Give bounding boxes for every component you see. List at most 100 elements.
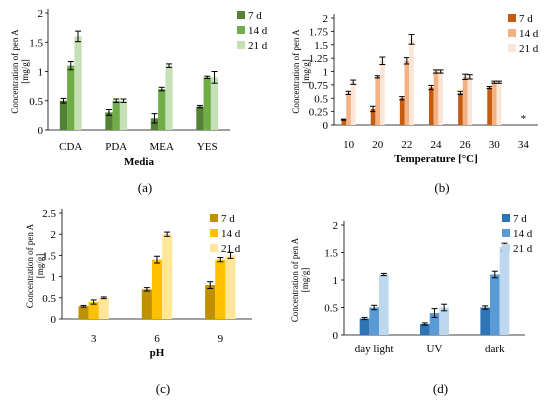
- bar-9-14d: [215, 259, 226, 319]
- chart-panel-4: 0 0.5 1 1.5 2 day light UV dark Concentration of…: [290, 213, 533, 396]
- bar-UV-21d: [439, 307, 449, 335]
- bar-24-7d: [429, 87, 434, 125]
- y-tick-label: 0.5: [29, 96, 43, 108]
- bar-30-14d: [491, 82, 497, 125]
- x-axis-title: pH: [150, 347, 165, 359]
- y-tick-label: 2: [51, 229, 57, 241]
- panel-label: (c): [156, 381, 170, 396]
- bar-MEA-14d: [158, 89, 166, 130]
- legend-label: 7 d: [513, 213, 527, 225]
- bar-YES-7d: [196, 106, 204, 130]
- y-tick-label: 0.75: [309, 80, 329, 92]
- bar-24-21d: [438, 71, 443, 125]
- legend-swatch: [502, 229, 510, 237]
- bar-26-7d: [458, 92, 463, 125]
- bar-UV-14d: [429, 313, 440, 335]
- bar-YES-14d: [203, 77, 211, 130]
- chart-panel-3: 0 0.5 1 1.5 2 2.5 3 6 9 pH Concentration of pen A[…: [25, 208, 252, 396]
- legend-swatch: [502, 214, 510, 222]
- chart-panel-1: 0 0.5 1 1.5 2 CDA PDA MEA YES Media Concentration …: [10, 8, 268, 195]
- bar-dark-7d: [480, 307, 491, 335]
- x-tick-label: 22: [401, 139, 412, 151]
- y-tick-label: 1.5: [324, 248, 338, 260]
- bar-10-7d: [341, 119, 347, 125]
- bar-22-7d: [399, 98, 405, 125]
- y-axis-title: Concentration of pen A[mg/g]: [25, 223, 45, 308]
- bar-PDA-14d: [112, 100, 120, 130]
- legend-swatch: [237, 26, 245, 34]
- y-tick-label: 0: [51, 314, 57, 326]
- panel-label: (a): [138, 180, 152, 195]
- bar-day-light-14d: [369, 307, 379, 335]
- legend-swatch: [210, 214, 218, 222]
- bar-MEA-21d: [165, 65, 173, 130]
- y-tick-label: 0: [38, 125, 44, 137]
- x-tick-label: 24: [431, 139, 443, 151]
- bar-6-21d: [162, 234, 173, 319]
- legend-swatch: [508, 29, 516, 37]
- bar-9-7d: [205, 285, 216, 319]
- x-tick-label: 10: [343, 139, 355, 151]
- y-tick-label: 0.5: [314, 93, 328, 105]
- x-tick-label: UV: [427, 343, 443, 355]
- bar-PDA-7d: [105, 112, 113, 130]
- legend-swatch: [210, 244, 218, 252]
- bar-YES-21d: [210, 77, 219, 130]
- bar-dark-21d: [499, 247, 510, 335]
- bar-3-14d: [88, 302, 99, 319]
- chart-panel-2: 00.25 0.50.751 1.251.5 1.752 10 20 22 24 26 30 34 *…: [291, 13, 539, 195]
- legend-swatch: [508, 14, 516, 22]
- y-tick-label: 1: [51, 272, 57, 284]
- y-tick-label: 1.5: [42, 250, 56, 262]
- legend-swatch: [502, 244, 510, 252]
- x-tick-label: CDA: [59, 141, 82, 153]
- x-tick-label: 9: [218, 333, 224, 345]
- legend-label: 7 d: [221, 213, 235, 225]
- x-tick-label: dark: [485, 343, 505, 355]
- bar-22-21d: [409, 39, 414, 125]
- y-tick-label: 0.5: [42, 293, 56, 305]
- legend-swatch: [237, 41, 245, 49]
- bar-30-7d: [487, 87, 492, 125]
- x-tick-label: PDA: [105, 141, 127, 153]
- legend-label: 21 d: [248, 40, 268, 52]
- panel-label: (d): [433, 381, 448, 396]
- x-tick-label: 30: [489, 139, 501, 151]
- y-tick-label: 2: [323, 13, 329, 25]
- y-tick-label: 0.25: [309, 107, 329, 119]
- bar-UV-7d: [420, 324, 430, 335]
- bar-30-21d: [496, 82, 502, 125]
- bar-CDA-14d: [67, 65, 75, 130]
- y-tick-label: 0.5: [324, 303, 338, 315]
- y-tick-label: 2: [333, 220, 339, 232]
- bar-CDA-7d: [59, 100, 68, 130]
- bar-day-light-21d: [378, 274, 389, 335]
- x-tick-label: YES: [197, 141, 218, 153]
- x-tick-label: 20: [372, 139, 384, 151]
- bar-20-14d: [375, 76, 381, 125]
- bar-dark-14d: [490, 274, 500, 335]
- legend-label: 14 d: [513, 228, 533, 240]
- legend-label: 14 d: [519, 28, 539, 40]
- y-tick-label: 1.5: [314, 40, 328, 52]
- legend-label: 14 d: [248, 25, 268, 37]
- y-tick-label: 2.5: [42, 208, 56, 220]
- y-tick-label: 1.5: [29, 37, 43, 49]
- y-tick-label: 2: [38, 8, 44, 20]
- bar-10-14d: [346, 92, 351, 125]
- bar-22-14d: [404, 60, 410, 125]
- legend-swatch: [210, 229, 218, 237]
- bar-MEA-7d: [150, 118, 159, 130]
- bar-CDA-21d: [74, 36, 82, 130]
- legend-label: 21 d: [519, 43, 539, 55]
- annotation-asterisk: *: [521, 113, 527, 125]
- bar-6-7d: [141, 289, 152, 319]
- bar-20-7d: [370, 108, 376, 125]
- x-tick-label: 3: [91, 333, 97, 345]
- bar-26-21d: [467, 76, 473, 125]
- bar-20-21d: [380, 60, 385, 125]
- x-axis-title: Temperature [°C]: [394, 153, 478, 165]
- bar-PDA-21d: [119, 100, 128, 130]
- y-tick-label: 1.75: [309, 26, 329, 38]
- legend-swatch: [508, 44, 516, 52]
